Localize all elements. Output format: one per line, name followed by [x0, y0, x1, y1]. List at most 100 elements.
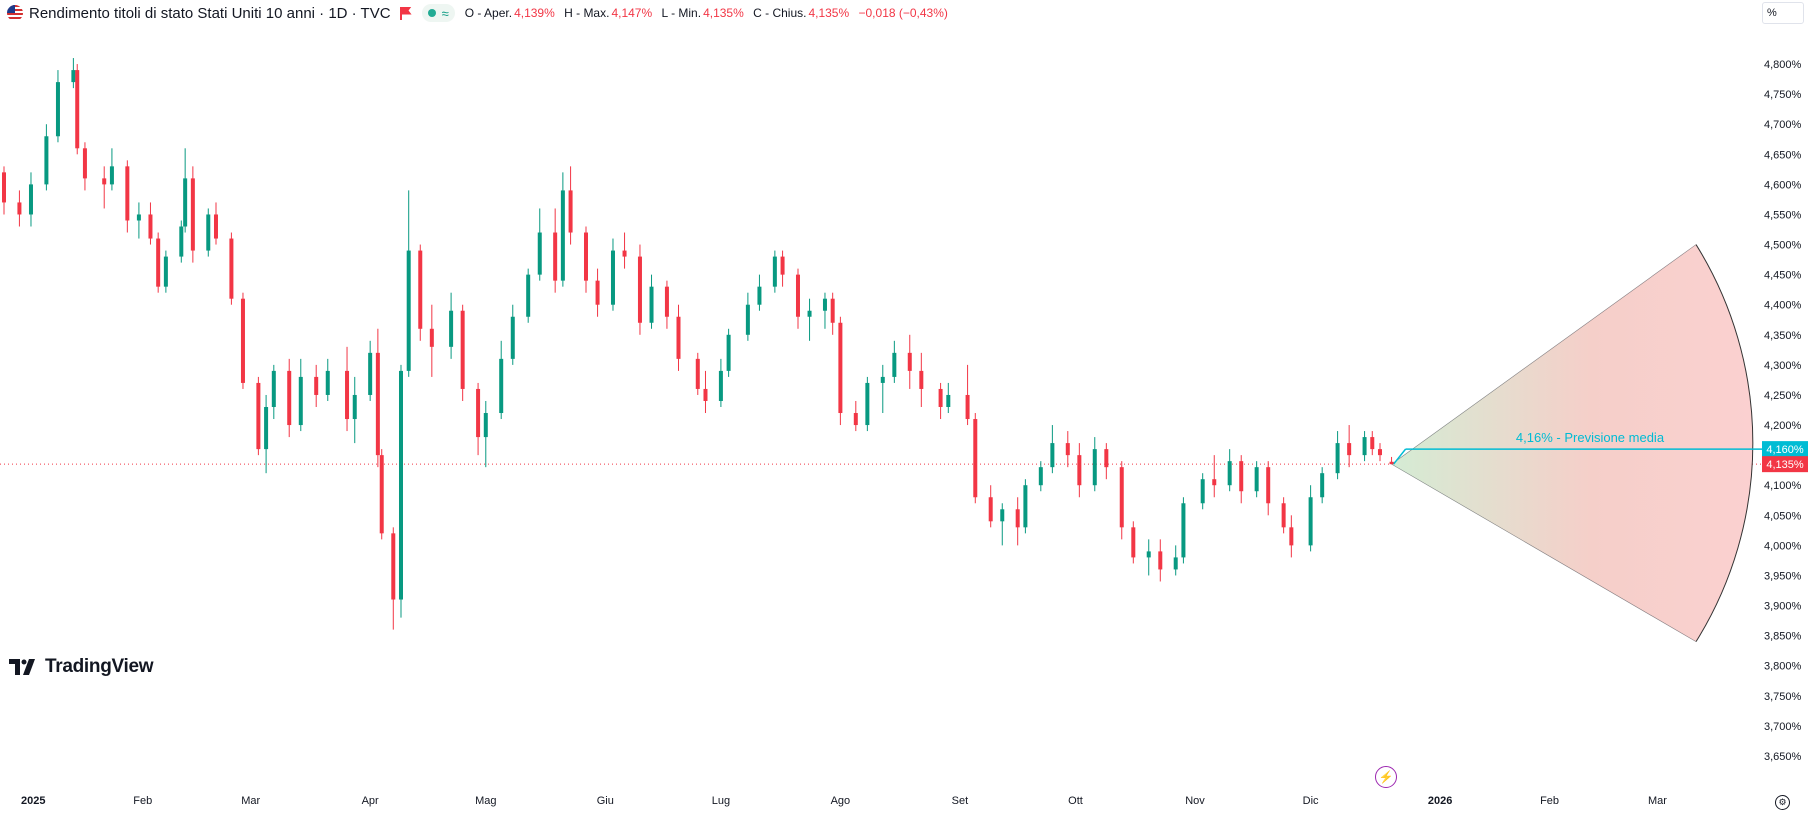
tradingview-logo-icon	[9, 659, 35, 675]
candle-body	[325, 370, 330, 395]
candle-body	[314, 376, 319, 395]
candle-body	[726, 334, 731, 371]
candle-body	[1239, 461, 1244, 492]
x-tick-label: 2025	[21, 795, 45, 807]
candle-body	[368, 352, 373, 395]
x-tick-label: Nov	[1185, 795, 1205, 807]
market-status-pill[interactable]: ≈	[421, 4, 455, 22]
candle-body	[1335, 443, 1340, 474]
y-tick-label: 4,300%	[1764, 360, 1802, 372]
candle-body	[1131, 527, 1136, 558]
candle-body	[919, 370, 924, 389]
lightning-icon[interactable]: ⚡	[1375, 766, 1397, 788]
y-tick-label: 4,450%	[1764, 270, 1802, 282]
candle-body	[622, 250, 627, 257]
candle-body	[807, 310, 812, 317]
low-value: 4,135%	[703, 6, 744, 20]
tradingview-logo-text: TradingView	[45, 656, 154, 677]
candle-body	[988, 497, 993, 522]
candle-body	[483, 413, 488, 438]
candle-body	[156, 238, 161, 287]
candle-body	[298, 376, 303, 426]
candle-body	[560, 190, 565, 281]
candle-body	[379, 455, 384, 534]
y-tick-label: 3,700%	[1764, 721, 1802, 733]
y-tick-label: 4,050%	[1764, 510, 1802, 522]
candle-body	[1212, 479, 1217, 486]
close-label: C - Chius.	[753, 6, 807, 20]
y-tick-label: 4,200%	[1764, 420, 1802, 432]
candle-body	[637, 256, 642, 323]
candle-body	[179, 226, 184, 257]
flag-marker-icon[interactable]	[399, 6, 412, 20]
x-tick-label: Mag	[475, 795, 496, 807]
candle-body	[1077, 455, 1082, 486]
y-tick-label: 4,700%	[1764, 119, 1802, 131]
last-price-label: 4,135%	[1766, 459, 1804, 471]
candle-body	[125, 166, 130, 221]
candle-body	[1289, 527, 1294, 546]
candle-body	[240, 298, 245, 383]
y-tick-label: 4,750%	[1764, 89, 1802, 101]
forecast-cone-lower-edge	[1391, 463, 1697, 642]
candle-body	[136, 214, 141, 221]
candle-body	[946, 394, 951, 407]
candle-body	[406, 250, 411, 371]
forecast-average-label: 4,16% - Previsione media	[1516, 430, 1665, 445]
candle-body	[44, 136, 49, 185]
x-tick-label: Feb	[133, 795, 152, 807]
low-label: L - Min.	[661, 6, 702, 20]
y-tick-label: 3,900%	[1764, 601, 1802, 613]
candle-body	[1308, 497, 1313, 546]
candle-body	[695, 358, 700, 389]
candle-body	[476, 388, 481, 438]
candle-body	[391, 533, 396, 600]
y-tick-label: 4,350%	[1764, 330, 1802, 342]
x-tick-label: Mar	[1648, 795, 1667, 807]
y-tick-label: 4,650%	[1764, 149, 1802, 161]
candle-body	[75, 70, 80, 149]
candle-body	[1038, 467, 1043, 486]
candle-body	[148, 214, 153, 239]
candle-body	[1181, 503, 1186, 558]
symbol-title[interactable]: Rendimento titoli di stato Stati Uniti 1…	[29, 4, 391, 22]
candle-body	[1104, 449, 1109, 468]
scale-percent-button[interactable]: %	[1762, 2, 1804, 24]
candle-body	[55, 82, 60, 137]
candle-body	[71, 70, 76, 83]
candle-body	[973, 419, 978, 498]
y-tick-label: 4,250%	[1764, 390, 1802, 402]
candle-body	[2, 172, 6, 203]
candle-body	[190, 178, 195, 251]
forecast-cone-arc	[1695, 244, 1754, 642]
forecast-average-price-label: 4,160%	[1766, 444, 1804, 456]
us-flag-icon	[7, 5, 23, 21]
candle-body	[1362, 437, 1367, 456]
candle-body	[772, 256, 777, 287]
chart-legend: Rendimento titoli di stato Stati Uniti 1…	[0, 0, 954, 26]
candle-body	[82, 148, 87, 179]
candle-body	[1320, 473, 1325, 498]
candle-body	[1050, 443, 1055, 468]
settings-gear-icon[interactable]: ⚙	[1775, 795, 1790, 810]
candle-body	[938, 388, 943, 407]
ohlc-values: O - Aper. 4,139% H - Max. 4,147% L - Min. 4…	[465, 6, 954, 20]
candle-body	[795, 274, 800, 317]
tradingview-logo[interactable]: TradingView	[9, 656, 154, 678]
y-tick-label: 3,800%	[1764, 661, 1802, 673]
candle-body	[880, 376, 885, 383]
open-label: O - Aper.	[464, 6, 513, 20]
x-tick-label: Giu	[597, 795, 614, 807]
y-tick-label: 4,000%	[1764, 540, 1802, 552]
candle-body	[892, 352, 897, 377]
forecast-average-connector	[1392, 448, 1407, 465]
candle-body	[595, 280, 600, 305]
candle-body	[499, 358, 504, 414]
market-open-dot-icon	[427, 9, 436, 17]
candle-body	[757, 286, 762, 305]
y-tick-label: 4,600%	[1764, 179, 1802, 191]
x-tick-label: 2026	[1428, 795, 1452, 807]
y-tick-label: 3,650%	[1764, 751, 1802, 763]
candle-body	[965, 394, 970, 420]
